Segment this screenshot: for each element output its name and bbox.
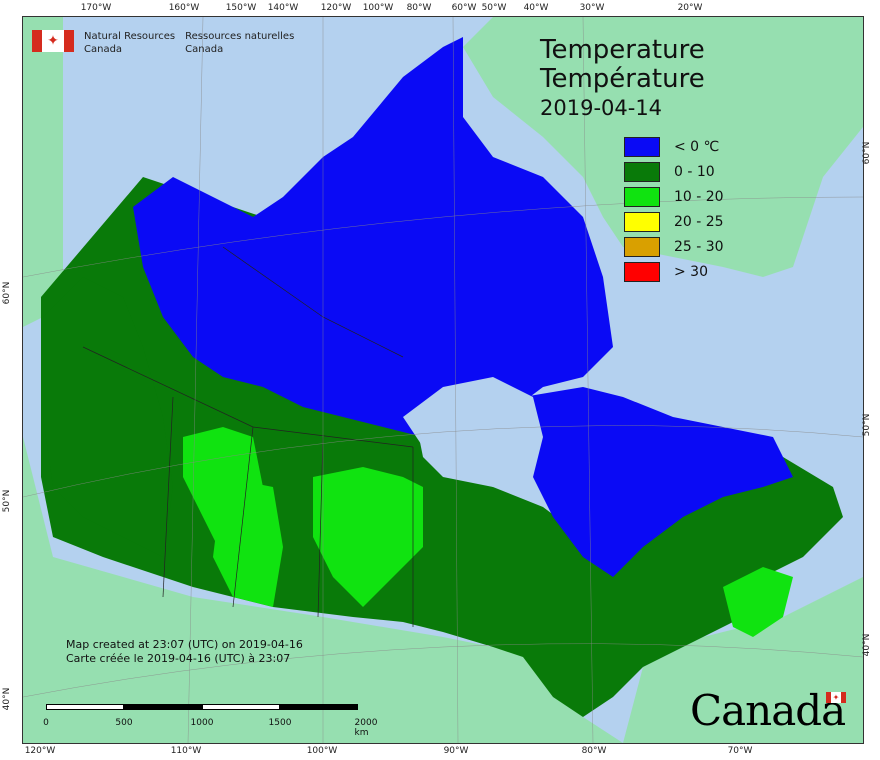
canada-flag-icon: ✦: [32, 30, 74, 52]
lon-tick-bottom: 110°W: [170, 746, 202, 756]
scale-segment: [202, 704, 280, 710]
lon-tick-top: 150°W: [225, 3, 257, 13]
lat-tick-left: 40°N: [2, 687, 12, 711]
lon-tick-top: 40°W: [523, 3, 549, 13]
scale-bar-graphic: 0 500 1000 1500 2000 km: [43, 704, 377, 738]
lon-tick-top: 20°W: [677, 3, 703, 13]
legend-item: > 30: [624, 259, 724, 284]
title-date: 2019-04-14: [540, 96, 663, 120]
legend-label: < 0 ℃: [674, 138, 720, 155]
nrcan-french: Ressources naturelles Canada: [185, 30, 294, 56]
greenland-land: [463, 17, 863, 277]
lon-tick-bottom: 90°W: [443, 746, 469, 756]
legend-item: 20 - 25: [624, 209, 724, 234]
temperature-legend: < 0 ℃ 0 - 10 10 - 20 20 - 25 25 - 30 > 3…: [624, 134, 724, 284]
lon-tick-top: 140°W: [267, 3, 299, 13]
map-title: Temperature Température 2019-04-14: [540, 36, 705, 122]
legend-item: < 0 ℃: [624, 134, 724, 159]
lon-tick-bottom: 120°W: [24, 746, 56, 756]
prairies-zone-10-20-c: [313, 467, 423, 607]
legend-swatch: [624, 236, 660, 257]
map-frame[interactable]: [22, 16, 864, 744]
legend-swatch: [624, 261, 660, 282]
scale-segment: [46, 704, 124, 710]
legend-label: 0 - 10: [674, 163, 715, 180]
scale-bar: 0 500 1000 1500 2000 km: [43, 704, 377, 738]
map-created-note: Map created at 23:07 (UTC) on 2019-04-16…: [66, 638, 303, 666]
lat-tick-right: 60°N: [862, 141, 872, 165]
usa-land: [23, 437, 623, 743]
legend-label: > 30: [674, 263, 708, 280]
lat-tick-right: 40°N: [862, 633, 872, 657]
lon-tick-top: 30°W: [579, 3, 605, 13]
scale-label: 1500: [268, 718, 292, 728]
usa-east-land: [623, 577, 863, 743]
scale-segment: [280, 704, 358, 710]
prairies-zone-10-20-b: [213, 477, 283, 607]
canada-zone-below-0-bc: [43, 277, 173, 557]
canada-zone-below-0-quebec: [523, 387, 793, 577]
graticule-lines: [23, 17, 863, 743]
lon-tick-top: 80°W: [406, 3, 432, 13]
atlantic-zone-10-20: [723, 567, 793, 637]
lon-tick-top: 50°W: [481, 3, 507, 13]
scale-label: 500: [115, 718, 133, 728]
legend-swatch: [624, 136, 660, 157]
nrcan-fr-line1: Ressources naturelles: [185, 31, 295, 42]
nrcan-en-line2: Canada: [84, 44, 123, 55]
title-english: Temperature: [540, 35, 705, 65]
legend-label: 20 - 25: [674, 213, 724, 230]
canada-wordmark: Canada: [690, 686, 846, 735]
legend-item: 25 - 30: [624, 234, 724, 259]
lon-tick-top: 100°W: [362, 3, 394, 13]
nrcan-fr-line2: Canada: [185, 44, 224, 55]
lat-tick-left: 60°N: [2, 281, 12, 305]
lon-tick-top: 160°W: [168, 3, 200, 13]
created-english: Map created at 23:07 (UTC) on 2019-04-16: [66, 638, 303, 651]
alaska-land: [23, 17, 63, 327]
legend-swatch: [624, 161, 660, 182]
legend-swatch: [624, 211, 660, 232]
created-french: Carte créée le 2019-04-16 (UTC) à 23:07: [66, 652, 291, 665]
scale-label: 0: [43, 718, 49, 728]
scale-label: 1000: [190, 718, 214, 728]
title-french: Température: [540, 64, 705, 94]
nrcan-header: ✦ Natural Resources Canada Ressources na…: [32, 30, 294, 56]
lat-tick-right: 50°N: [862, 413, 872, 437]
legend-label: 25 - 30: [674, 238, 724, 255]
lon-tick-bottom: 100°W: [306, 746, 338, 756]
temperature-map[interactable]: [23, 17, 863, 743]
scale-label: 2000 km: [354, 718, 378, 738]
legend-item: 0 - 10: [624, 159, 724, 184]
legend-swatch: [624, 186, 660, 207]
lon-tick-top: 120°W: [320, 3, 352, 13]
lon-tick-top: 170°W: [80, 3, 112, 13]
canada-zone-below-0-north: [133, 37, 613, 437]
lon-tick-bottom: 80°W: [581, 746, 607, 756]
hudson-bay: [403, 377, 543, 487]
wordmark-flag-icon: ✦: [826, 692, 846, 703]
legend-item: 10 - 20: [624, 184, 724, 209]
lon-tick-top: 60°W: [451, 3, 477, 13]
nrcan-en-line1: Natural Resources: [84, 31, 176, 42]
lon-tick-bottom: 70°W: [727, 746, 753, 756]
legend-label: 10 - 20: [674, 188, 724, 205]
nrcan-english: Natural Resources Canada: [84, 30, 175, 56]
lat-tick-left: 50°N: [2, 489, 12, 513]
scale-segment: [124, 704, 202, 710]
